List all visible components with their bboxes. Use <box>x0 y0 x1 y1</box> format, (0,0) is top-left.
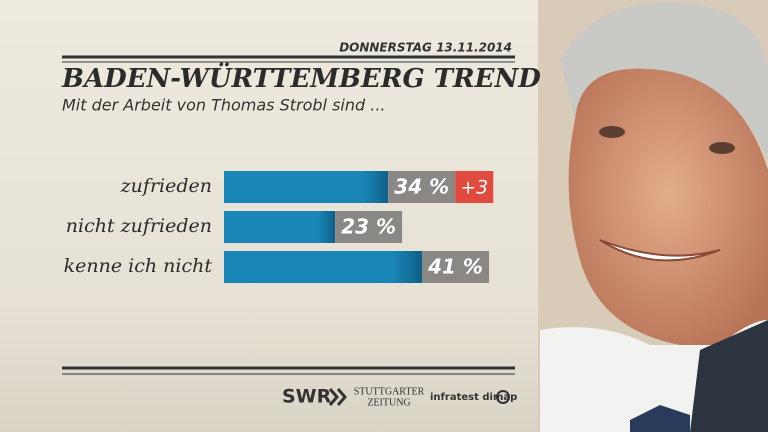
change-box <box>455 171 494 203</box>
chart-subtitle: Mit der Arbeit von Thomas Strobl sind ..… <box>62 96 386 115</box>
bar <box>224 211 336 243</box>
source-logo: infratest dimap <box>430 392 517 403</box>
value-label: 41 % <box>427 255 483 279</box>
category-label: nicht zufrieden <box>66 215 212 237</box>
change-label: +3 <box>460 177 488 199</box>
date: DONNERSTAG 13.11.2014 <box>339 41 512 55</box>
source-logo: SWR <box>282 386 332 408</box>
value-label-box <box>388 171 456 203</box>
value-label-box <box>335 211 403 243</box>
category-label: zufrieden <box>120 175 212 197</box>
source-logo: STUTTGARTER <box>354 386 425 397</box>
category-label: kenne ich nicht <box>64 255 213 277</box>
value-label: 34 % <box>394 175 449 199</box>
chart-title: BADEN-WÜRTTEMBERG TREND <box>61 62 541 94</box>
source-logo: ZEITUNG <box>367 397 410 408</box>
bar <box>224 251 423 283</box>
portrait <box>538 0 768 432</box>
sources: SWR STUTTGARTER ZEITUNG infratest dimap <box>282 386 517 409</box>
value-label: 23 % <box>341 215 396 239</box>
bar <box>224 171 389 203</box>
value-label-box <box>422 251 490 283</box>
